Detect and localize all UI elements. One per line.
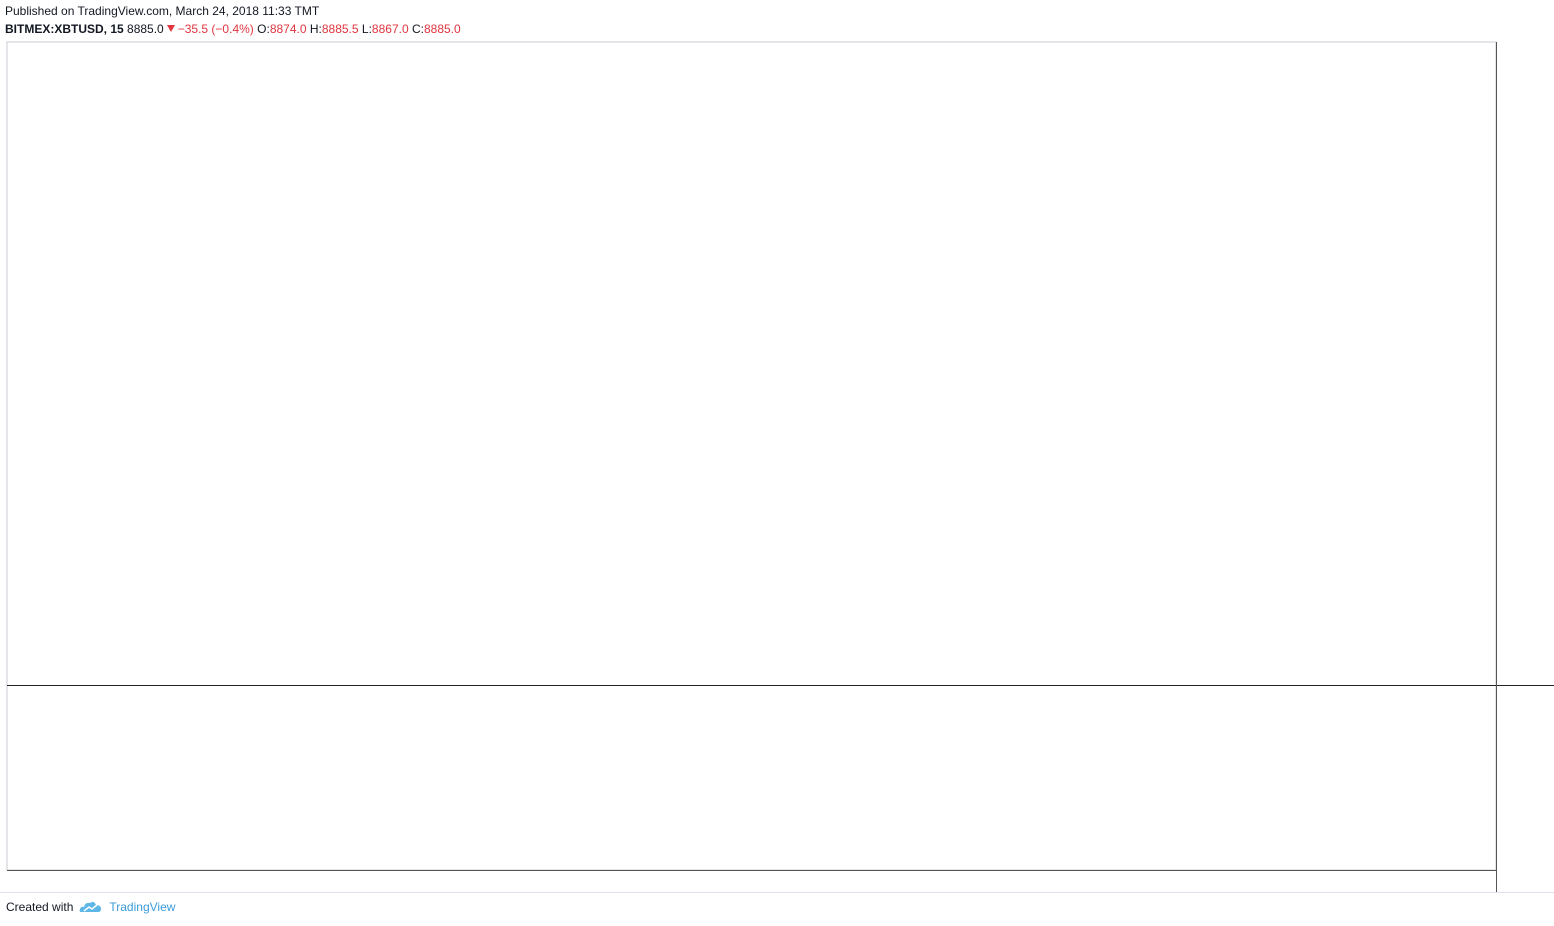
legend-line: BITMEX:XBTUSD, 15 8885.0 −35.5 (−0.4%) O:…	[5, 22, 461, 36]
ohlc-label: H:	[309, 22, 322, 36]
brand[interactable]: TradingView	[109, 900, 176, 914]
created-with: Created with	[6, 900, 74, 914]
change: −35.5 (−0.4%)	[177, 22, 254, 36]
footer: Created with TradingView	[6, 900, 175, 914]
footer-rule	[0, 892, 1554, 893]
plot-frame	[6, 41, 1497, 871]
chart	[6, 41, 1554, 892]
ohlc-label: L:	[361, 22, 372, 36]
ohlc-value: 8867.0	[371, 22, 409, 36]
logo-icon	[80, 901, 102, 912]
ohlc-value: 8874.0	[269, 22, 307, 36]
ohlc-label: C:	[411, 22, 424, 36]
ohlc-value: 8885.0	[423, 22, 461, 36]
ohlc-label: O:	[257, 22, 270, 36]
published-note: Published on TradingView.com, March 24, …	[5, 4, 320, 18]
symbol: BITMEX:XBTUSD, 15	[5, 22, 124, 36]
down-arrow	[166, 25, 175, 32]
last-value: 8885.0	[127, 22, 164, 36]
ohlc-value: 8885.5	[321, 22, 359, 36]
